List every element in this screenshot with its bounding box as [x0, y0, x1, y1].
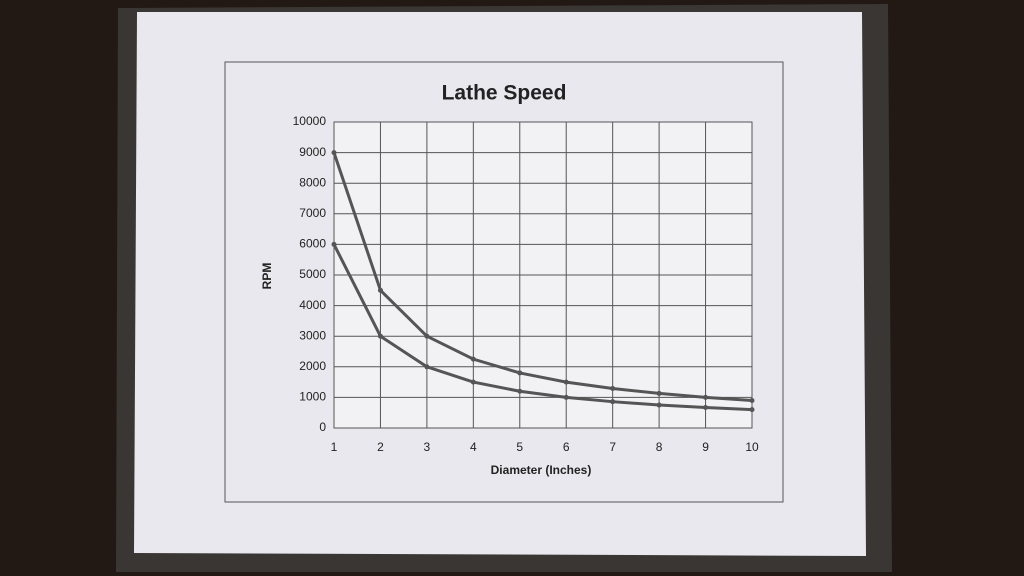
point — [610, 386, 616, 392]
point — [424, 333, 430, 339]
series-line — [332, 152, 753, 402]
chart-border — [224, 61, 784, 503]
y-tick-label: 0 — [319, 420, 326, 434]
y-tick-label: 3000 — [299, 328, 326, 342]
point — [424, 364, 430, 370]
point — [749, 397, 755, 403]
point — [749, 407, 755, 413]
y-tick-label: 5000 — [299, 267, 326, 281]
chart-title: Lathe Speed — [442, 82, 567, 105]
x-axis-label: Diameter (Inches) — [491, 463, 592, 477]
y-tick-label: 9000 — [299, 145, 326, 159]
point — [470, 379, 476, 385]
y-tick-label: 7000 — [299, 206, 326, 220]
y-tick-label: 2000 — [299, 359, 326, 373]
x-tick-label: 5 — [516, 440, 523, 454]
y-tick-label: 1000 — [299, 390, 326, 404]
point — [377, 287, 383, 293]
point — [610, 399, 616, 405]
x-tick-label: 8 — [656, 440, 663, 454]
point — [331, 150, 337, 156]
x-tick-label: 4 — [470, 440, 477, 454]
point — [563, 379, 569, 385]
point — [656, 402, 662, 408]
point — [563, 394, 569, 400]
point — [517, 388, 523, 394]
point — [470, 356, 476, 362]
point — [703, 404, 709, 410]
x-tick-label: 9 — [702, 440, 709, 454]
x-tick-label: 3 — [424, 440, 431, 454]
y-tick-label: 6000 — [299, 237, 326, 251]
point — [377, 333, 383, 339]
series-line — [332, 243, 753, 412]
y-tick-label: 8000 — [299, 175, 326, 189]
x-tick-label: 10 — [745, 440, 759, 454]
point — [331, 241, 337, 247]
point — [703, 394, 709, 400]
x-tick-label: 6 — [563, 440, 570, 454]
x-tick-label: 2 — [377, 440, 384, 454]
y-tick-label: 10000 — [293, 114, 327, 128]
y-axis-label: RPM — [260, 263, 274, 290]
x-tick-label: 7 — [609, 440, 616, 454]
point — [656, 390, 662, 396]
point — [517, 370, 523, 376]
x-tick-label: 1 — [331, 440, 338, 454]
y-tick-label: 4000 — [299, 298, 326, 312]
